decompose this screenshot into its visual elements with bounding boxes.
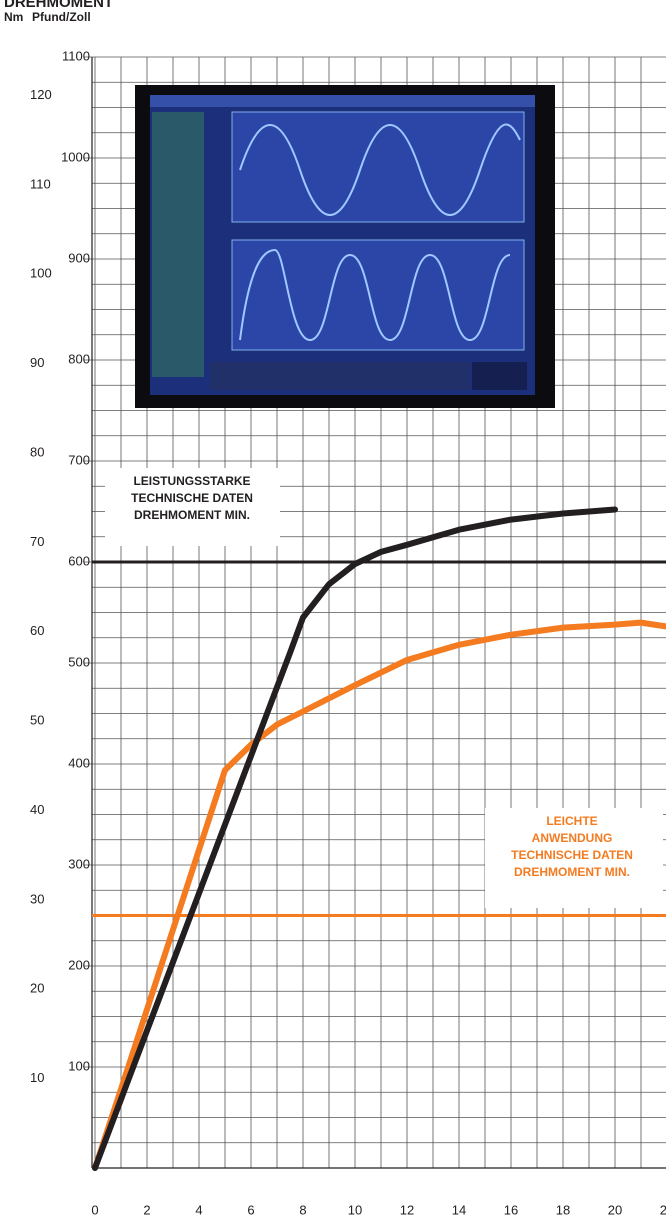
x-tick-label: 2 (143, 1202, 150, 1217)
y2-tick-label: 50 (30, 713, 44, 728)
y-tick-label: 600 (68, 553, 90, 568)
y-tick-label: 1000 (61, 149, 90, 164)
y2-tick-label: 70 (30, 534, 44, 549)
x-tick-label: 16 (504, 1202, 518, 1217)
y-tick-label: 100 (68, 1058, 90, 1073)
annotation: TECHNISCHE DATEN (511, 848, 633, 862)
x-tick-label: 0 (91, 1202, 98, 1217)
y2-tick-label: 60 (30, 623, 44, 638)
annotation: DREHMOMENT MIN. (134, 508, 250, 522)
annotation: LEISTUNGSSTARKE (133, 474, 250, 488)
y2-tick-label: 110 (30, 176, 51, 191)
y-tick-label: 1100 (62, 48, 90, 63)
y-tick-label: 900 (68, 250, 90, 265)
y2-axis-title: Nm (4, 10, 23, 24)
annotation: ANWENDUNG (532, 831, 613, 845)
y-tick-label: 200 (68, 957, 90, 972)
y2-tick-label: 120 (30, 87, 52, 102)
series-line (92, 506, 618, 1171)
x-tick-label: 20 (608, 1202, 622, 1217)
x-tick-label: 6 (247, 1202, 254, 1217)
y2-tick-label: 30 (30, 891, 44, 906)
annotation-box (485, 808, 663, 908)
x-tick-label: 12 (400, 1202, 414, 1217)
y2-tick-label: 10 (30, 1070, 44, 1085)
y-tick-label: 500 (68, 654, 90, 669)
series-line (92, 619, 666, 1171)
y2-tick-label: 80 (30, 444, 44, 459)
y-tick-label: 700 (68, 452, 90, 467)
x-tick-label: 18 (556, 1202, 570, 1217)
y-axis-title: Pfund/Zoll (32, 10, 91, 24)
x-tick-label: 22 (660, 1202, 666, 1217)
x-tick-label: 10 (348, 1202, 362, 1217)
annotation-box (105, 468, 280, 546)
y-tick-label: 800 (68, 351, 90, 366)
x-tick-label: 14 (452, 1202, 466, 1217)
annotation: DREHMOMENT MIN. (514, 865, 630, 879)
chart-title: DREHMOMENT (4, 0, 113, 11)
annotation: TECHNISCHE DATEN (131, 491, 253, 505)
x-tick-label: 4 (195, 1202, 202, 1217)
x-tick-label: 8 (299, 1202, 306, 1217)
y2-tick-label: 40 (30, 802, 44, 817)
y-tick-label: 400 (68, 755, 90, 770)
annotation: LEICHTE (546, 814, 597, 828)
photo (135, 85, 555, 408)
y2-tick-label: 100 (30, 266, 52, 281)
y-tick-label: 300 (68, 856, 90, 871)
y2-tick-label: 20 (30, 981, 44, 996)
y2-tick-label: 90 (30, 355, 44, 370)
